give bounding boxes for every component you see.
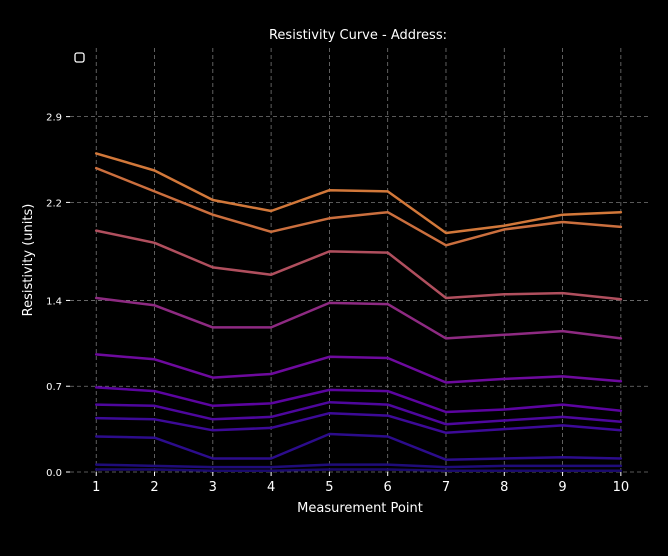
- x-tick-label: 3: [209, 480, 217, 495]
- x-axis-label: Measurement Point: [297, 501, 423, 516]
- x-tick-label: 8: [500, 480, 508, 495]
- series-line-6: [94, 386, 623, 414]
- x-tick-label: 6: [384, 480, 392, 495]
- series-line-2: [94, 463, 623, 469]
- series-line-4: [94, 411, 623, 435]
- y-axis-label: Resistivity (units): [21, 204, 36, 317]
- legend-marker: [74, 52, 85, 63]
- x-tick-label: 4: [267, 480, 275, 495]
- series-line-7: [94, 353, 623, 384]
- series-line-3: [94, 432, 623, 461]
- y-tick-label: 1.4: [46, 296, 62, 307]
- series-line-10: [94, 166, 623, 247]
- series-line-9: [94, 229, 623, 301]
- axes: 1 2 3 4 5 6 7 8 9 10 0.0 0.7 1.4 2.2 2.9: [46, 113, 629, 495]
- x-tick-label: 2: [150, 480, 158, 495]
- series-line-1: [94, 468, 623, 473]
- series-lines: [94, 152, 623, 473]
- y-tick-label: 0.7: [46, 382, 62, 393]
- series-line-11: [94, 152, 623, 235]
- series-line-8: [94, 296, 623, 340]
- x-tick-label: 10: [613, 480, 630, 495]
- x-tick-label: 1: [92, 480, 100, 495]
- legend: [74, 52, 85, 63]
- y-tick-label: 2.2: [46, 198, 62, 209]
- y-tick-label: 2.9: [46, 113, 62, 124]
- chart-title: Resistivity Curve - Address:: [269, 28, 447, 43]
- y-tick-label: 0.0: [46, 468, 62, 479]
- series-line-5: [94, 400, 623, 426]
- x-tick-label: 9: [558, 480, 566, 495]
- x-tick-label: 7: [442, 480, 450, 495]
- x-tick-label: 5: [325, 480, 333, 495]
